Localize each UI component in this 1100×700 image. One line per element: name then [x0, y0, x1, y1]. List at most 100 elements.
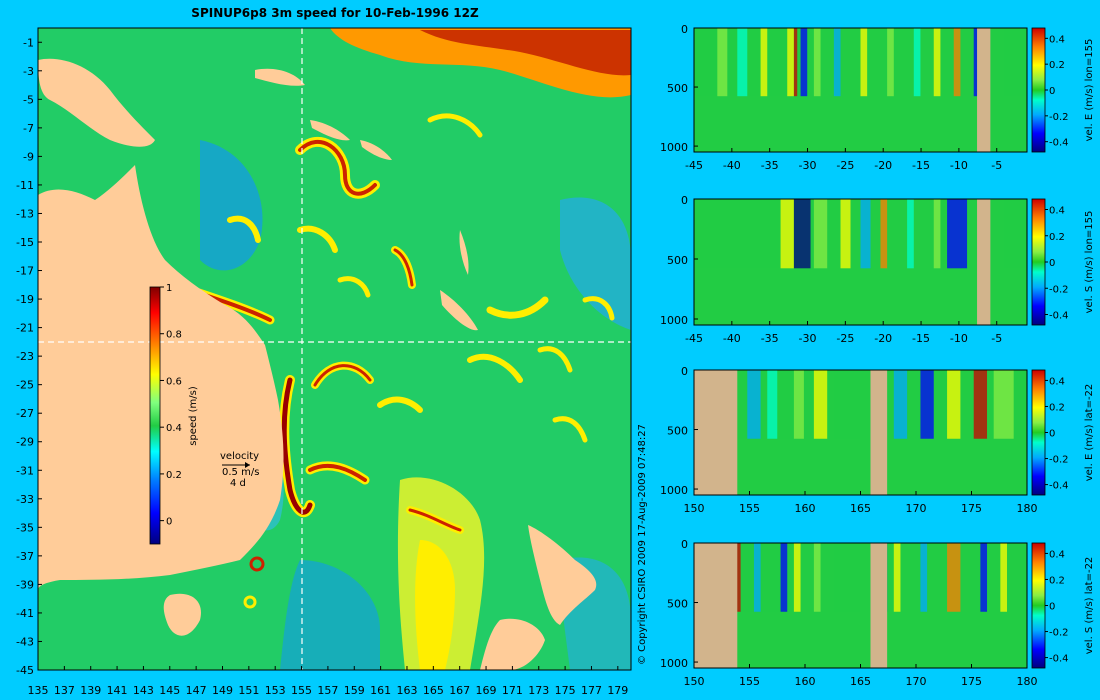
section-colorbar-tick-label: -0.2	[1049, 112, 1069, 123]
speed-colorbar-gradient	[149, 286, 161, 545]
map-y-tick-label: -31	[16, 464, 34, 477]
map-y-tick-label: -41	[16, 607, 34, 620]
map-x-tick-label: 165	[423, 684, 444, 697]
section-velocity-band	[780, 199, 794, 269]
section-velocity-band	[747, 370, 761, 439]
map-y-tick-label: -29	[16, 436, 34, 449]
section-colorbar-tick-label: 0.4	[1049, 34, 1065, 45]
eddy-ribbons	[185, 113, 615, 609]
section-x-tick-label: -20	[874, 159, 892, 172]
section-velocity-band	[753, 543, 761, 612]
speed-colorbar-tick-label: 1	[166, 283, 172, 294]
section-colorbar-tick-label: 0.4	[1049, 376, 1065, 387]
section-velocity-band	[833, 28, 841, 97]
section-colorbar-tick-label: 0.2	[1049, 60, 1065, 71]
map-y-tick-label: -33	[16, 493, 34, 506]
land-australia	[38, 165, 284, 590]
section-x-tick-label: 170	[906, 502, 927, 515]
section-velocity-band	[813, 370, 828, 439]
section-land-mask	[870, 370, 888, 495]
section-frame	[693, 198, 1028, 326]
eddy-ne-1	[486, 296, 549, 319]
map-y-tick-label: -35	[16, 521, 34, 534]
section-velocity-band	[953, 28, 961, 97]
section-x-tick-label: -15	[912, 332, 930, 345]
map-y-tick-label: -39	[16, 578, 34, 591]
section-x-tick-label: -15	[912, 159, 930, 172]
map-y-tick-label: -9	[23, 150, 34, 163]
section-x-tick-label: -10	[950, 332, 968, 345]
chart-title: SPINUP6p8 3m speed for 10-Feb-1996 12Z	[191, 6, 479, 20]
map-y-tick-label: -1	[23, 36, 34, 49]
section-y-tick-label: 0	[681, 538, 688, 551]
section-velocity-band	[947, 199, 968, 269]
map-x-tick-label: 167	[449, 684, 470, 697]
section-colorbar-tick-label: 0	[1049, 258, 1055, 269]
land-new-caledonia	[440, 290, 478, 331]
section-velocity-band	[793, 543, 801, 612]
map-y-tick-label: -13	[16, 207, 34, 220]
map-x-tick-label: 177	[581, 684, 602, 697]
section-x-tick-label: 160	[795, 675, 816, 688]
section-velocity-band	[717, 28, 728, 97]
land-nz-north	[528, 525, 597, 625]
map-y-tick-label: -19	[16, 293, 34, 306]
map-x-tick-label: 175	[555, 684, 576, 697]
eddy-s-1-core	[408, 508, 462, 532]
map-y-tick-label: -37	[16, 550, 34, 563]
section-x-tick-label: -25	[836, 159, 854, 172]
land-tasmania	[163, 593, 201, 636]
map-x-tick-label: 151	[238, 684, 259, 697]
section-velocity-band	[833, 370, 861, 439]
map-x-tick-label: 141	[107, 684, 128, 697]
blue-patch-south	[280, 560, 380, 670]
speed-colorbar-ticks: 0 0.2 0.4 0.6 0.8 1	[160, 283, 182, 528]
section-velocity-band	[737, 28, 748, 97]
section-colorbar-tick-label: -0.2	[1049, 628, 1069, 639]
land-new-guinea	[38, 58, 155, 147]
section-x-tick-label: -40	[723, 332, 741, 345]
warm-pool-core	[420, 30, 631, 76]
eddy-east-1	[537, 346, 573, 373]
section-velocity-band	[813, 543, 821, 612]
section-colorbar-label: vel. E (m/s) lon=155	[1084, 39, 1095, 142]
section-y-tick-label: 1000	[660, 657, 688, 670]
section-velocity-band	[907, 199, 914, 269]
section-velocity-band	[813, 199, 828, 269]
velocity-legend-line1: velocity	[220, 451, 259, 462]
land-vanuatu	[459, 230, 469, 275]
section-y-tick-label: 1000	[660, 141, 688, 154]
section-x-tick-label: 165	[850, 675, 871, 688]
section-velocity-band	[1003, 28, 1027, 97]
section-x-tick-label: -25	[836, 332, 854, 345]
section-velocity-band	[840, 199, 851, 269]
section-frame	[693, 27, 1028, 153]
map-y-tick-label: -21	[16, 322, 34, 335]
section-colorbar-tick-label: 0.4	[1049, 206, 1065, 217]
section-colorbar-tick-label: 0	[1049, 602, 1055, 613]
section-velocity-band	[860, 28, 868, 97]
map-y-tick-label: -45	[16, 664, 34, 677]
section-velocity-band	[913, 28, 921, 97]
land-new-britain	[255, 68, 305, 86]
speed-colorbar-tick-label: 0.6	[166, 376, 182, 387]
section-velocity-band	[1003, 199, 1027, 269]
section-x-tick-label: 170	[906, 675, 927, 688]
map-x-tick-label: 143	[133, 684, 154, 697]
section-panels: -45 -40 -35 -30 -25 -20 -15 -10 -5 0 500 1000 0.4 0.2…	[660, 23, 1095, 688]
section-velocity-band	[933, 199, 941, 269]
section-colorbar-tick-label: -0.2	[1049, 455, 1069, 466]
section-velocity-band	[947, 370, 961, 439]
speed-colorbar: 0 0.2 0.4 0.6 0.8 1 speed (m/s)	[149, 283, 199, 545]
section-y-tick-label: 500	[667, 82, 688, 95]
section-x-tick-label: -35	[761, 332, 779, 345]
map-y-tick-label: -43	[16, 635, 34, 648]
map-y-tick-label: -5	[23, 93, 34, 106]
section-land-mask	[694, 543, 738, 668]
map-x-tick-label: 149	[212, 684, 233, 697]
section-colorbar-tick-label: -0.4	[1049, 481, 1069, 492]
eddy-ne-2	[467, 353, 523, 383]
section-y-tick-label: 1000	[660, 314, 688, 327]
map-x-tick-label: 153	[265, 684, 286, 697]
section-velocity-band	[733, 543, 741, 612]
